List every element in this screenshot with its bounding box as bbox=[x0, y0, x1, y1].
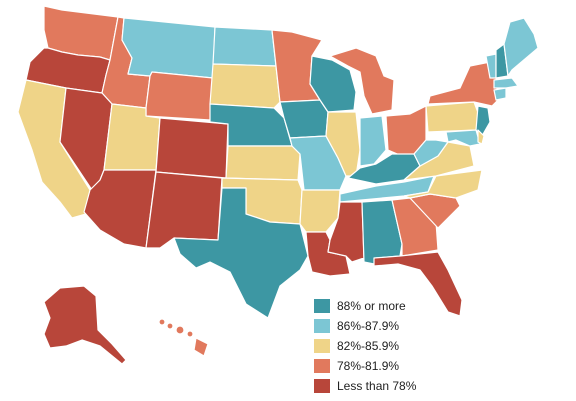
state-massachusetts bbox=[493, 77, 519, 89]
state-tennessee bbox=[339, 175, 435, 203]
state-north-dakota bbox=[212, 26, 277, 67]
state-texas bbox=[173, 187, 309, 319]
legend-label: 88% or more bbox=[337, 298, 406, 313]
state-indiana bbox=[359, 115, 387, 167]
state-wisconsin bbox=[309, 55, 357, 113]
legend-swatch bbox=[314, 358, 330, 373]
legend-label: Less than 78% bbox=[337, 378, 417, 393]
state-delaware bbox=[477, 129, 485, 145]
state-florida bbox=[373, 251, 463, 317]
legend-label: 82%-85.9% bbox=[337, 338, 400, 353]
state-north-carolina bbox=[403, 169, 483, 199]
state-wyoming bbox=[145, 71, 214, 121]
state-kansas bbox=[225, 145, 301, 181]
legend-item: 88% or more bbox=[314, 296, 416, 315]
state-illinois bbox=[325, 111, 361, 177]
state-colorado bbox=[155, 117, 229, 179]
state-louisiana bbox=[305, 231, 351, 277]
state-montana bbox=[121, 17, 216, 79]
state-maine bbox=[503, 17, 539, 77]
legend-label: 78%-81.9% bbox=[337, 358, 400, 373]
state-pennsylvania bbox=[425, 101, 481, 133]
legend-item: 86%-87.9% bbox=[314, 316, 416, 335]
map-legend: 88% or more 86%-87.9% 82%-85.9% 78%-81.9… bbox=[314, 296, 416, 396]
legend-swatch bbox=[314, 378, 330, 393]
legend-item: 82%-85.9% bbox=[314, 336, 416, 355]
state-new-mexico bbox=[145, 171, 223, 249]
state-alaska bbox=[43, 285, 127, 365]
legend-swatch bbox=[314, 318, 330, 333]
state-michigan bbox=[329, 47, 395, 115]
state-connecticut bbox=[493, 87, 507, 101]
state-hawaii bbox=[158, 318, 209, 357]
state-new-jersey bbox=[475, 105, 491, 137]
legend-label: 86%-87.9% bbox=[337, 318, 400, 333]
state-new-york bbox=[427, 61, 499, 107]
legend-swatch bbox=[314, 298, 330, 313]
legend-item: 78%-81.9% bbox=[314, 356, 416, 375]
state-arkansas bbox=[299, 189, 341, 233]
state-maryland bbox=[445, 129, 481, 147]
legend-swatch bbox=[314, 338, 330, 353]
legend-item: Less than 78% bbox=[314, 376, 416, 395]
state-south-dakota bbox=[209, 63, 281, 109]
